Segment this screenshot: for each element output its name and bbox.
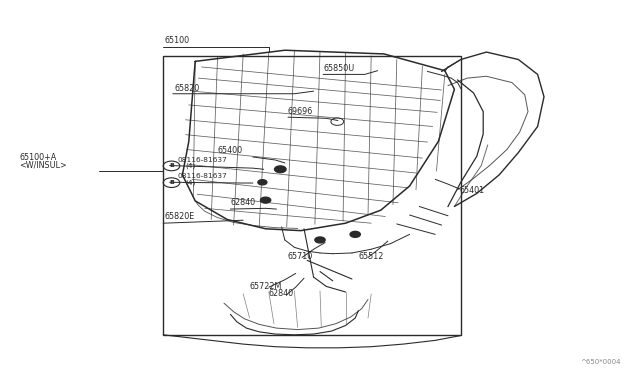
- Text: 65820: 65820: [174, 84, 199, 93]
- Text: 65850U: 65850U: [323, 64, 355, 73]
- Circle shape: [350, 231, 360, 237]
- Text: (4): (4): [186, 180, 196, 186]
- Text: 62840: 62840: [269, 289, 294, 298]
- Text: B: B: [169, 163, 174, 169]
- Circle shape: [315, 237, 325, 243]
- Text: 65722M: 65722M: [250, 282, 282, 291]
- Text: 08116-81637: 08116-81637: [178, 157, 228, 163]
- Text: 65400: 65400: [218, 146, 243, 155]
- Bar: [163, 56, 461, 335]
- Text: 65401: 65401: [460, 186, 484, 195]
- Text: 08116-81637: 08116-81637: [178, 173, 228, 179]
- Circle shape: [275, 166, 286, 173]
- Text: ^650*0004: ^650*0004: [580, 359, 621, 365]
- Text: <W/INSUL>: <W/INSUL>: [19, 160, 67, 169]
- Circle shape: [260, 197, 271, 203]
- Circle shape: [258, 180, 267, 185]
- Text: 65512: 65512: [358, 252, 384, 261]
- Text: 62840: 62840: [230, 198, 255, 207]
- Text: 65100+A: 65100+A: [19, 153, 56, 162]
- Text: 65710: 65710: [288, 252, 313, 261]
- Text: 69696: 69696: [288, 107, 313, 116]
- Text: (4): (4): [186, 163, 196, 169]
- Text: 65820E: 65820E: [164, 212, 195, 221]
- Text: B: B: [169, 180, 174, 185]
- Text: 65100: 65100: [164, 36, 189, 45]
